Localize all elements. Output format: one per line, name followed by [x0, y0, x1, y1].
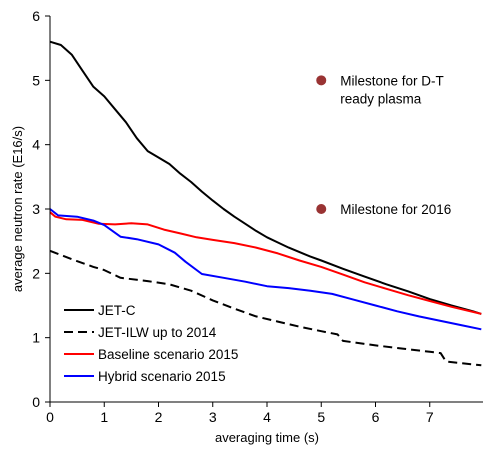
legend-label: JET-C	[98, 303, 136, 318]
tick-layer: 0 1 2 3 4 5 6 7 0 1 2 3 4 5 6	[32, 8, 434, 425]
x-tick-label: 3	[209, 409, 217, 425]
annotation-layer: Milestone for D-T ready plasma Milestone f…	[316, 73, 451, 217]
x-axis-label: averaging time (s)	[215, 430, 319, 445]
milestone-label: Milestone for D-T	[340, 73, 444, 88]
legend: JET-C JET-ILW up to 2014 Baseline scenario…	[64, 303, 238, 384]
series-line-2	[49, 249, 482, 367]
x-tick-label: 5	[317, 409, 325, 425]
legend-label: Hybrid scenario 2015	[98, 369, 226, 384]
y-tick-label: 1	[32, 330, 40, 346]
x-tick-label: 4	[263, 409, 271, 425]
series-line-1	[49, 40, 482, 315]
legend-label: JET-ILW up to 2014	[98, 325, 217, 340]
milestone-marker	[316, 204, 327, 214]
x-tick-label: 0	[46, 409, 54, 425]
legend-label: Baseline scenario 2015	[98, 347, 238, 362]
milestone-marker	[316, 75, 327, 86]
series-layer	[49, 40, 482, 367]
x-tick-label: 2	[155, 409, 163, 425]
milestone-label: ready plasma	[340, 91, 422, 106]
series-line-4	[49, 208, 482, 331]
y-tick-label: 2	[32, 265, 40, 281]
y-tick-label: 0	[32, 394, 40, 410]
milestone-label: Milestone for 2016	[340, 202, 451, 217]
y-axis-label: average neutron rate (E16/s)	[10, 126, 25, 292]
x-tick-label: 6	[372, 409, 380, 425]
x-tick-label: 1	[100, 409, 108, 425]
y-tick-label: 6	[32, 8, 40, 24]
y-tick-label: 4	[32, 137, 40, 153]
series-line-3	[49, 211, 482, 315]
y-tick-label: 3	[32, 201, 40, 217]
x-tick-label: 7	[426, 409, 434, 425]
y-tick-label: 5	[32, 72, 40, 88]
